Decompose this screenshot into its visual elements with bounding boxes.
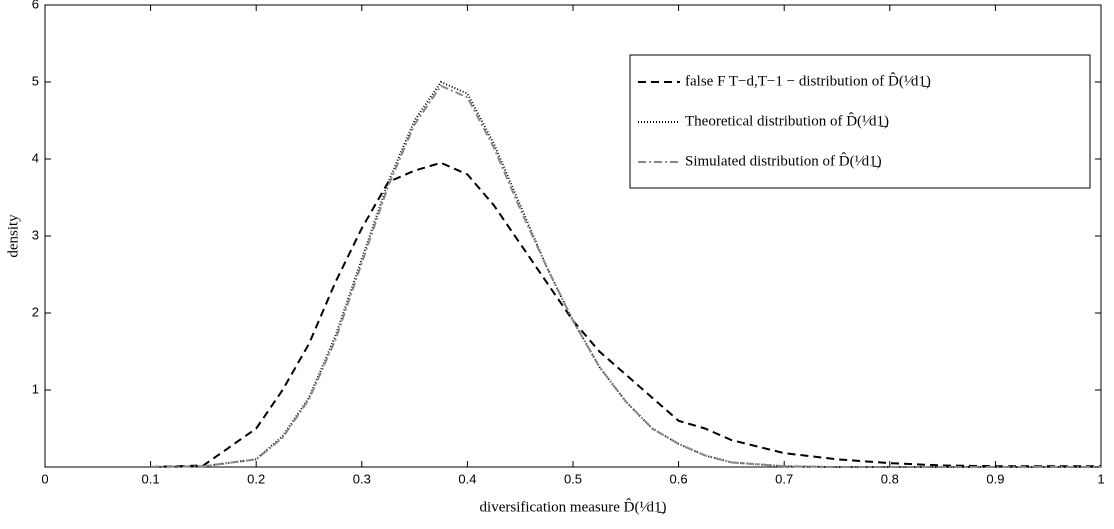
y-tick-label: 1 [32, 381, 39, 396]
legend-label: false F T−d,T−1 − distribution of D̂(¹⁄d… [685, 72, 931, 89]
x-tick-label: 0.5 [564, 471, 582, 486]
x-tick-label: 0.6 [670, 471, 688, 486]
x-tick-label: 0 [41, 471, 48, 486]
x-tick-label: 0.7 [775, 471, 793, 486]
y-tick-label: 6 [32, 0, 39, 11]
y-tick-label: 3 [32, 227, 39, 242]
y-tick-label: 4 [32, 150, 39, 165]
x-tick-label: 0.2 [247, 471, 265, 486]
x-tick-label: 0.8 [881, 471, 899, 486]
y-tick-label: 2 [32, 304, 39, 319]
y-axis-label: density [5, 214, 21, 258]
data-line [150, 84, 1101, 468]
data-line [150, 161, 1101, 468]
x-tick-label: 1 [1097, 471, 1104, 486]
x-tick-label: 0.3 [353, 471, 371, 486]
x-tick-label: 0.9 [986, 471, 1004, 486]
x-tick-label: 0.1 [142, 471, 160, 486]
legend-label: Theoretical distribution of D̂(¹⁄d1̲) [685, 112, 889, 129]
legend [629, 54, 1091, 189]
x-tick-label: 0.4 [458, 471, 476, 486]
y-tick-label: 5 [32, 73, 39, 88]
legend-label: Simulated distribution of D̂(¹⁄d1̲) [685, 152, 882, 169]
x-axis-label: diversification measure D̂(¹⁄d1̲) [480, 498, 667, 515]
